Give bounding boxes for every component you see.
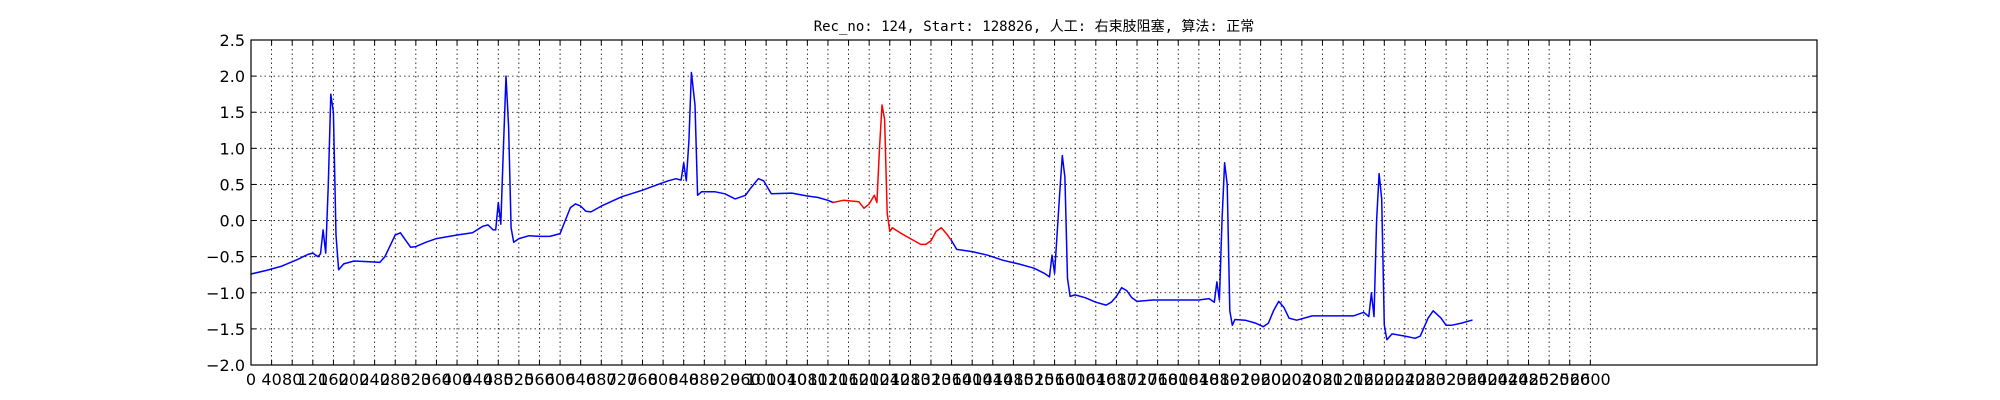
- x-tick-label: 1120: [808, 370, 849, 389]
- tick-layer: [250, 39, 1817, 366]
- y-tick-label: −1.0: [206, 284, 245, 303]
- x-tick-label: 1880: [1199, 370, 1240, 389]
- x-tick-label: 2280: [1405, 370, 1446, 389]
- x-tick-label: 40: [261, 370, 281, 389]
- x-tick-label: 680: [586, 370, 617, 389]
- x-tick-label: 1160: [828, 370, 869, 389]
- x-tick-label: 880: [689, 370, 720, 389]
- series-line-1: [250, 71, 834, 275]
- x-tick-label: 200: [339, 370, 370, 389]
- x-tick-label: 440: [462, 370, 493, 389]
- x-tick-labels: 0 40 8012016020024028032036040044048052056…: [246, 370, 1611, 389]
- y-tick-label: 0.5: [220, 175, 245, 194]
- chart-title: Rec_no: 124, Start: 128826, 人工: 右束肢阻塞, 算…: [814, 18, 1255, 35]
- x-tick-label: 1400: [952, 370, 993, 389]
- x-tick-label: 1440: [972, 370, 1013, 389]
- x-tick-label: 1560: [1034, 370, 1075, 389]
- grid-layer: [251, 40, 1817, 365]
- x-tick-label: 1760: [1137, 370, 1178, 389]
- x-tick-label: 920: [710, 370, 741, 389]
- x-tick-label: 1720: [1117, 370, 1158, 389]
- x-tick-label: 1600: [1055, 370, 1096, 389]
- x-tick-label: 1840: [1178, 370, 1219, 389]
- x-tick-label: 600: [545, 370, 576, 389]
- x-tick-label: 240: [359, 370, 390, 389]
- x-tick-label: 1200: [849, 370, 890, 389]
- x-tick-label: 2120: [1323, 370, 1364, 389]
- x-tick-label: 280: [380, 370, 411, 389]
- y-tick-label: 1.5: [220, 103, 245, 122]
- x-tick-label: 1640: [1075, 370, 1116, 389]
- x-tick-label: 2240: [1385, 370, 1426, 389]
- series-layer: [250, 71, 1473, 341]
- x-tick-label: 1240: [869, 370, 910, 389]
- series-line-3: [950, 154, 1473, 341]
- x-tick-label: 400: [442, 370, 473, 389]
- x-tick-label: 2080: [1302, 370, 1343, 389]
- x-tick-label: 1040: [766, 370, 807, 389]
- x-tick-label: 1360: [931, 370, 972, 389]
- x-tick-label: 160: [318, 370, 349, 389]
- x-tick-label: 560: [524, 370, 555, 389]
- x-tick-label: 2320: [1426, 370, 1467, 389]
- x-tick-label: 0: [246, 370, 256, 389]
- x-tick-label: 120: [298, 370, 329, 389]
- x-tick-label: 720: [607, 370, 638, 389]
- x-tick-label: 960: [730, 370, 761, 389]
- x-tick-label: 520: [504, 370, 535, 389]
- x-tick-label: 2480: [1508, 370, 1549, 389]
- x-tick-label: 2000: [1261, 370, 1302, 389]
- x-tick-label: 2160: [1343, 370, 1384, 389]
- x-tick-label: 480: [483, 370, 514, 389]
- x-tick-label: 1320: [911, 370, 952, 389]
- x-tick-label: 800: [648, 370, 679, 389]
- x-tick-label: 360: [421, 370, 452, 389]
- y-tick-label: −2.0: [206, 356, 245, 375]
- x-tick-label: 1000: [746, 370, 787, 389]
- x-tick-label: 2600: [1570, 370, 1611, 389]
- series-line-2: [832, 104, 953, 246]
- x-tick-label: 1520: [1014, 370, 1055, 389]
- x-tick-label: 840: [668, 370, 699, 389]
- x-tick-label: 1480: [993, 370, 1034, 389]
- y-tick-label: −0.5: [206, 248, 245, 267]
- x-tick-label: 2440: [1488, 370, 1529, 389]
- x-tick-label: 2360: [1446, 370, 1487, 389]
- x-tick-label: 80: [282, 370, 302, 389]
- x-tick-label: 1080: [787, 370, 828, 389]
- x-tick-label: 760: [627, 370, 658, 389]
- y-tick-label: 0.0: [220, 212, 245, 231]
- x-tick-label: 2200: [1364, 370, 1405, 389]
- y-tick-label: 2.5: [220, 31, 245, 50]
- y-tick-labels: −2.0 −1.5 −1.0 −0.5 0.0 0.5 1.0 1.5 2.0 2.5: [206, 31, 245, 375]
- x-tick-label: 1680: [1096, 370, 1137, 389]
- x-tick-label: 2040: [1282, 370, 1323, 389]
- x-tick-label: 2560: [1549, 370, 1590, 389]
- x-tick-label: 1800: [1158, 370, 1199, 389]
- y-tick-label: 2.0: [220, 67, 245, 86]
- x-tick-label: 1280: [890, 370, 931, 389]
- x-tick-label: 2520: [1529, 370, 1570, 389]
- x-tick-label: 2400: [1467, 370, 1508, 389]
- x-tick-label: 320: [401, 370, 432, 389]
- x-tick-label: 1960: [1240, 370, 1281, 389]
- y-tick-label: −1.5: [206, 320, 245, 339]
- x-tick-label: 1920: [1220, 370, 1261, 389]
- y-tick-label: 1.0: [220, 139, 245, 158]
- x-tick-label: 640: [565, 370, 596, 389]
